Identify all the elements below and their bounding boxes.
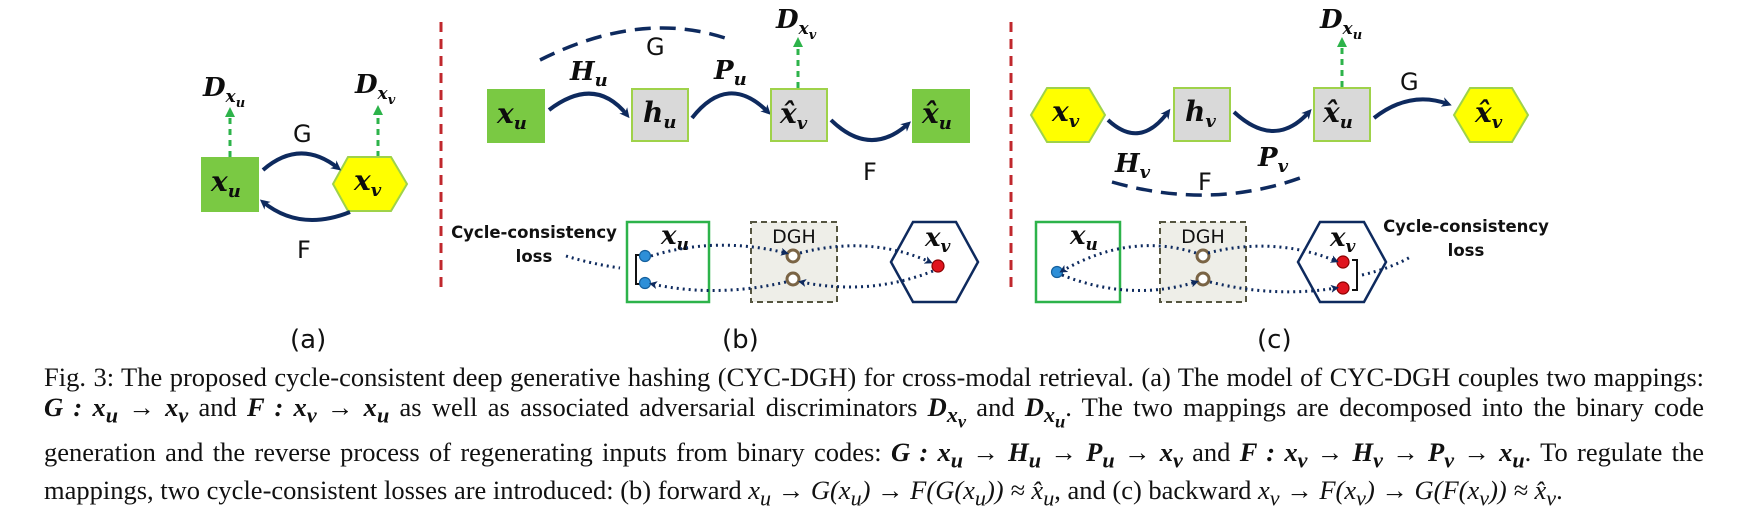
dot-blue-top	[638, 249, 652, 263]
dgh-label: DGH	[1181, 226, 1225, 248]
hv-arrow	[1106, 108, 1171, 136]
dot-blue	[1050, 265, 1064, 279]
disc-v-label: Dxv	[354, 70, 396, 108]
node-xu-hat-label: x̂u	[1322, 96, 1353, 133]
hv-label: Hv	[1114, 149, 1151, 183]
panel-b: G xu Hu hu Pu x̂v Dxv F x̂u Cycle-consis…	[451, 5, 980, 355]
node-hv-label: hv	[1185, 95, 1216, 132]
forward-flow-top	[650, 243, 789, 258]
node-xv	[331, 156, 409, 212]
panel-c-label: (c)	[1257, 325, 1292, 355]
g-dashed-arc	[539, 26, 726, 62]
node-xv-label: xv	[1051, 95, 1080, 132]
cycle-loss-line1: Cycle-consistency	[1383, 217, 1549, 236]
back-flow-mid	[798, 269, 934, 289]
g-label: G	[1400, 68, 1419, 96]
pu-arrow	[690, 91, 771, 120]
panel-a-label: (a)	[290, 325, 326, 355]
panel-a: Dxu Dxv xu xv G F (a)	[201, 70, 409, 355]
dot-blue-bottom	[638, 276, 652, 290]
hu-arrow	[547, 91, 630, 119]
figure-caption: Fig. 3: The proposed cycle-consistent de…	[44, 362, 1705, 511]
dot-red-top	[1336, 255, 1350, 269]
node-xu-hat	[912, 89, 970, 143]
node-xv-hat	[1452, 87, 1530, 143]
node-xu	[201, 157, 259, 212]
dot-red	[931, 259, 945, 273]
node-xv-hat-label: x̂v	[1474, 96, 1503, 133]
node-xu-label: xu	[210, 165, 241, 202]
node-xu-hat	[1313, 87, 1371, 142]
node-xu-hat-label: x̂u	[921, 97, 952, 134]
g-arrow	[1372, 97, 1452, 120]
cycle-loss-pointer	[565, 254, 621, 270]
cycle-loss-line2: loss	[1448, 241, 1485, 260]
box-xu-label: xu	[1069, 221, 1098, 255]
f-label: F	[297, 236, 311, 264]
node-xv-hat	[770, 88, 828, 142]
box-xv-label: xv	[924, 223, 952, 257]
disc-label: Dxu	[1319, 5, 1362, 43]
ring-top	[785, 248, 801, 264]
cycle-loss-pointer	[1361, 254, 1413, 277]
f-arrow	[829, 118, 911, 142]
node-xu	[487, 89, 545, 143]
g-label: G	[293, 120, 312, 148]
pu-label: Pu	[713, 56, 747, 90]
node-xu-label: xu	[496, 97, 527, 134]
box-xv-label: xv	[1329, 223, 1357, 257]
bracket	[635, 254, 641, 285]
node-xv-label: xv	[353, 164, 382, 201]
forward-flow-mid	[1059, 244, 1197, 273]
bracket	[1352, 259, 1358, 291]
back-flow-mid	[1061, 273, 1199, 293]
pv-arrow	[1232, 109, 1312, 133]
node-hu-label: hu	[643, 96, 676, 133]
node-hv	[1173, 87, 1231, 142]
ring-bottom	[1195, 271, 1211, 287]
panel-c: xv Hv hv Pv F x̂u Dxu G x̂v xu DGH xv	[1029, 5, 1549, 355]
f-arrow	[259, 199, 351, 222]
ring-bottom	[785, 271, 801, 287]
node-hu	[631, 88, 689, 142]
ring-top	[1195, 248, 1211, 264]
dgh-label: DGH	[772, 226, 816, 248]
g-label: G	[646, 33, 665, 61]
cycle-loss-line2: loss	[516, 247, 553, 266]
pv-label: Pv	[1257, 143, 1289, 177]
f-label: F	[1198, 168, 1212, 196]
disc-label: Dxv	[775, 5, 817, 43]
panel-b-label: (b)	[722, 325, 759, 355]
forward-flow-top	[1207, 244, 1339, 263]
g-arrow	[261, 151, 342, 172]
cycle-loss-line1: Cycle-consistency	[451, 223, 617, 242]
box-xu-label: xu	[660, 221, 689, 255]
f-label: F	[863, 158, 877, 186]
disc-u-label: Dxu	[202, 73, 245, 111]
dot-red-bottom	[1336, 281, 1350, 295]
hu-label: Hu	[569, 57, 608, 91]
back-flow-bottom	[649, 280, 787, 292]
node-xv-hat-label: x̂v	[779, 97, 808, 134]
node-xv	[1029, 87, 1107, 143]
